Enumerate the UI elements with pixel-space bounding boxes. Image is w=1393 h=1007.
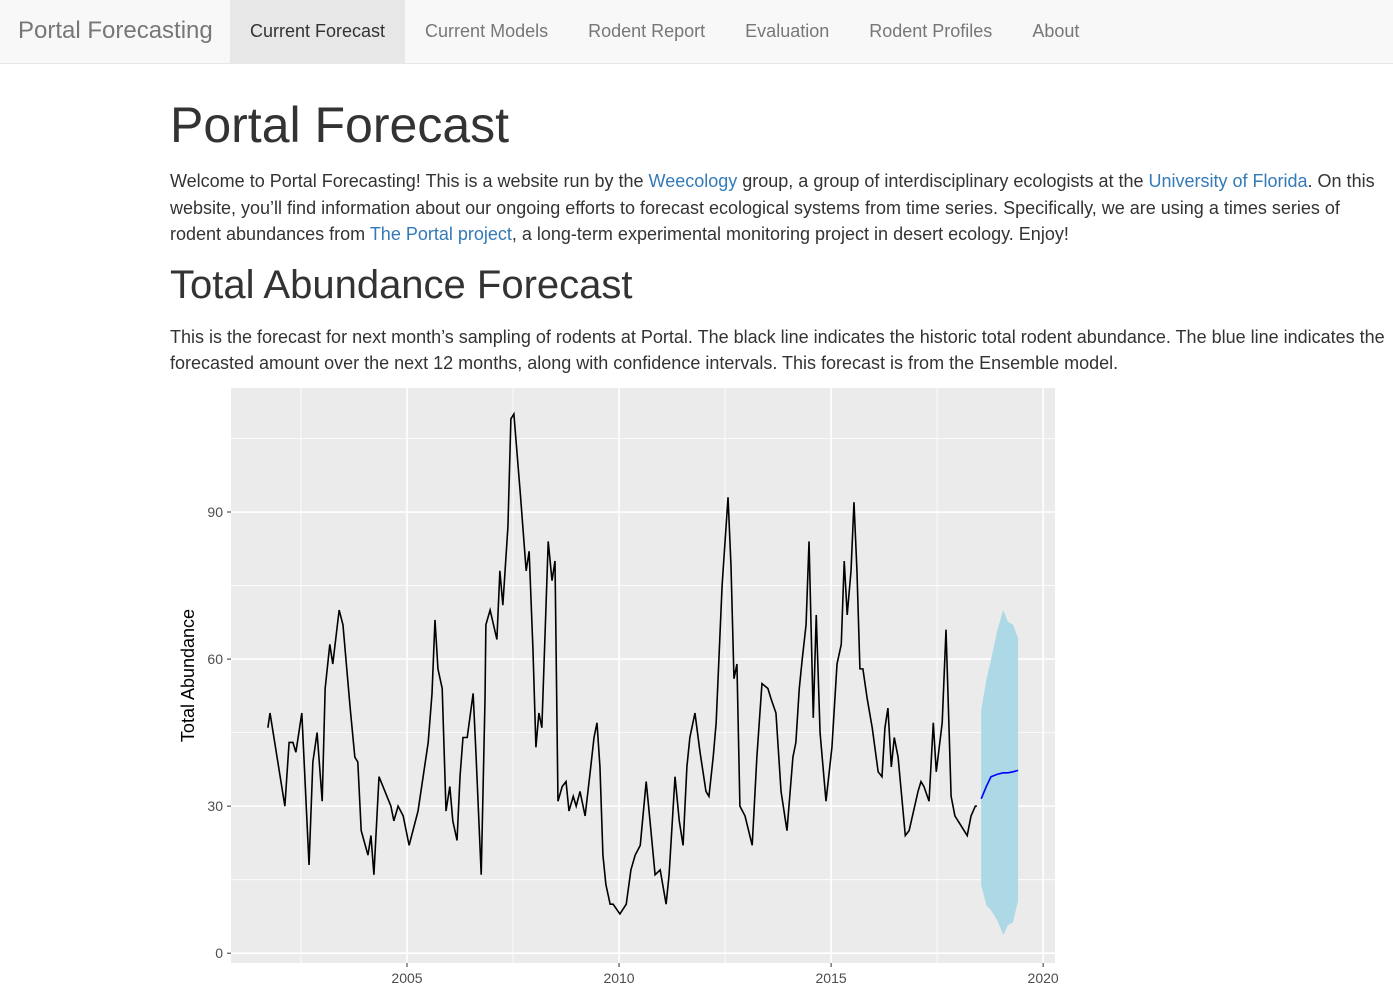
link[interactable]: Weecology: [648, 171, 738, 191]
text: group, a group of interdisciplinary ecol…: [737, 171, 1149, 191]
link[interactable]: The Portal project: [369, 224, 512, 244]
nav-item[interactable]: Current Models: [425, 21, 549, 41]
nav-item[interactable]: Rodent Report: [588, 21, 706, 41]
x-tick-label: 2020: [1028, 970, 1059, 986]
y-tick-label: 30: [207, 798, 223, 814]
nav-list: Current Forecast Current Models Rodent Rep…: [230, 0, 1099, 63]
x-tick-label: 2005: [391, 970, 422, 986]
data-line: [267, 411, 977, 916]
section-title: Total Abundance Forecast: [170, 262, 633, 307]
nav-item[interactable]: Current Forecast: [230, 0, 406, 63]
text: , a long-term experimental monitoring pr…: [511, 224, 1069, 244]
main-content: Portal Forecast Welcome to Portal Foreca…: [170, 92, 1385, 377]
text: . On this website, you’ll find informati…: [170, 171, 1375, 244]
y-axis-title: Total Abundance: [178, 609, 198, 742]
x-tick-label: 2015: [816, 970, 847, 986]
nav-item[interactable]: About: [1032, 21, 1080, 41]
nav-item[interactable]: Rodent Profiles: [869, 21, 993, 41]
link[interactable]: University of Florida: [1148, 171, 1308, 191]
page-title: Portal Forecast: [170, 97, 510, 153]
navbar: Portal Forecasting Current Forecast Curre…: [0, 0, 1393, 64]
confidence-band: [981, 610, 1019, 936]
section-text: This is the forecast for next month’s sa…: [170, 326, 1385, 374]
text: Welcome to Portal Forecasting! This is a…: [170, 171, 649, 191]
brand[interactable]: Portal Forecasting: [18, 17, 213, 44]
plot-panel: [231, 388, 1055, 963]
y-tick-label: 60: [207, 651, 223, 667]
x-tick-label: 2010: [603, 970, 634, 986]
y-tick-label: 0: [215, 945, 223, 961]
intro-paragraph: Welcome to Portal Forecasting! This is a…: [170, 168, 1385, 248]
chart: 2005 2010 2015 2020 0 30 60 90 Total Abundance: [178, 388, 1059, 986]
y-tick-label: 90: [207, 504, 223, 520]
nav-item[interactable]: Evaluation: [745, 21, 830, 41]
data-line: [980, 769, 1019, 800]
